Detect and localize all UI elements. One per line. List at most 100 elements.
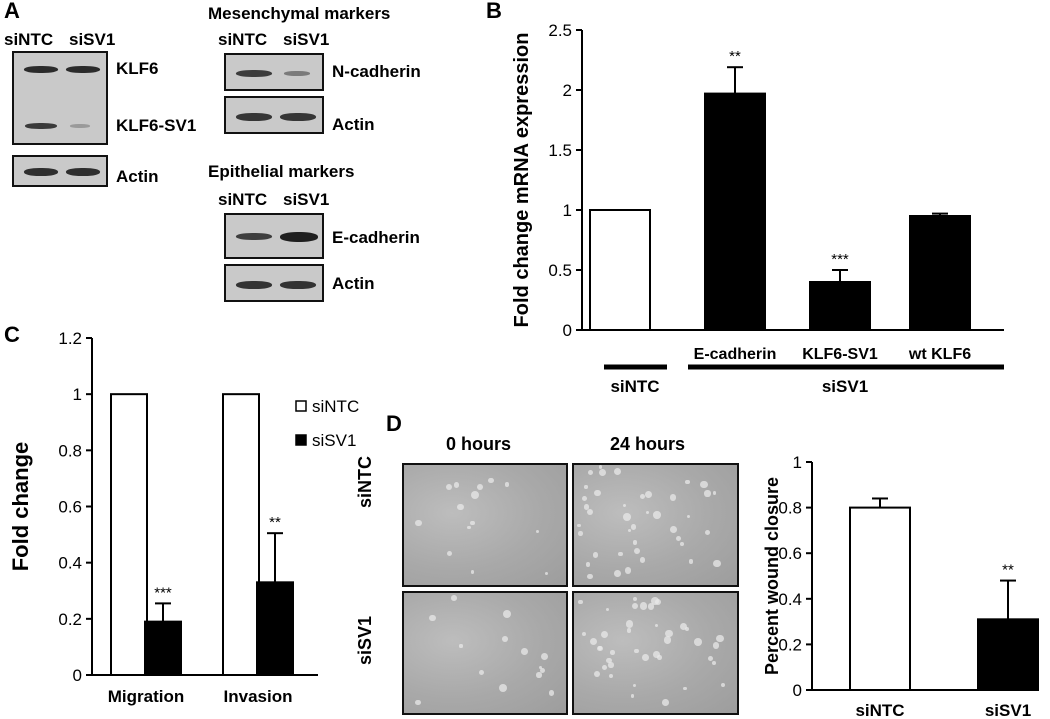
chart-c-significance-sisv1-1: ** <box>269 514 281 531</box>
chart-d-significance-1: ** <box>1002 562 1014 579</box>
cell-spot <box>634 548 641 555</box>
chart-b-ytick-label-1: 0.5 <box>548 261 572 280</box>
cell-spot <box>446 483 453 491</box>
chart-c-bar-sisv1-1 <box>256 581 294 677</box>
cell-spot <box>598 465 603 469</box>
cell-spot <box>415 700 421 706</box>
epithelial-title: Epithelial markers <box>208 162 355 181</box>
cell-spot <box>704 529 711 535</box>
label-e-cadherin: E-cadherin <box>332 228 420 247</box>
cell-spot <box>499 684 508 693</box>
cell-spot <box>592 552 599 558</box>
micrograph-sisv1-24h <box>572 591 739 715</box>
chart-c-ytick-label-4: 0.8 <box>58 441 82 460</box>
blot-header-sintc: siNTC <box>4 30 54 49</box>
cell-spot <box>605 607 609 612</box>
cell-spot <box>653 650 660 658</box>
blot-klf6 <box>12 51 108 145</box>
chart-b-bar-1 <box>704 92 766 331</box>
chart-b-xtick-label-3: wt KLF6 <box>908 346 971 363</box>
panel-letter-c: C <box>4 322 20 347</box>
cell-spot <box>583 504 590 510</box>
chart-c-ytick-label-2: 0.4 <box>58 554 82 573</box>
cell-spot <box>618 551 623 557</box>
cell-spot <box>608 662 614 668</box>
panel-letter-a: A <box>4 0 20 23</box>
cell-spot <box>712 642 720 650</box>
cell-spot <box>502 609 511 618</box>
cell-spot <box>622 513 631 521</box>
cell-spot <box>665 629 674 638</box>
cell-spot <box>712 491 717 495</box>
label-klf6-sv1: KLF6-SV1 <box>116 116 197 135</box>
cell-spot <box>581 631 586 636</box>
cell-spot <box>685 479 690 484</box>
cell-spot <box>594 489 601 496</box>
chart-c-bar-sintc-1 <box>222 393 260 676</box>
cell-spot <box>539 667 546 674</box>
cell-spot <box>470 520 475 525</box>
cell-spot <box>642 653 650 661</box>
blot-actin-1 <box>12 155 108 187</box>
panel-letter-d: D <box>386 411 402 436</box>
chart-c-xtick-label-1: Invasion <box>224 687 293 706</box>
label-n-cadherin: N-cadherin <box>332 62 421 81</box>
chart-c-legend-swatch-0 <box>295 400 307 412</box>
cell-spot <box>626 628 632 633</box>
chart-c-legend-label-0: siNTC <box>312 397 359 416</box>
cell-spot <box>599 469 607 477</box>
cell-spot <box>708 655 714 661</box>
cell-spot <box>655 598 662 605</box>
cell-spot <box>653 511 661 519</box>
micrograph-sintc-0h <box>402 463 568 587</box>
cell-spot <box>577 524 581 528</box>
chart-b-ylabel: Fold change mRNA expression <box>511 33 533 328</box>
label-klf6: KLF6 <box>116 59 159 78</box>
cell-spot <box>720 682 726 688</box>
cell-spot <box>688 559 694 564</box>
cell-spot <box>680 623 688 631</box>
cell-spot <box>625 620 634 628</box>
cell-spot <box>470 490 479 499</box>
chart-c-ytick-label-0: 0 <box>73 666 82 685</box>
cell-spot <box>606 657 613 664</box>
cell-spot <box>632 683 637 688</box>
chart-d-ytick-label-2: 0.4 <box>778 590 802 609</box>
cell-spot <box>639 494 646 500</box>
cell-spot <box>586 509 594 516</box>
cell-spot <box>683 686 687 691</box>
micrograph-sisv1-0h <box>402 591 568 715</box>
cell-spot <box>630 524 636 530</box>
blot-header-sisv1: siSV1 <box>69 30 116 49</box>
cell-spot <box>589 637 598 646</box>
chart-b-group-label-0: siNTC <box>610 377 659 396</box>
cell-spot <box>541 652 549 660</box>
cell-spot <box>657 655 663 661</box>
cell-spot <box>587 470 593 476</box>
cell-spot <box>446 550 452 556</box>
epi-header-sintc: siNTC <box>218 190 268 209</box>
cell-spot <box>680 541 684 546</box>
cell-spot <box>610 650 615 655</box>
cell-spot <box>712 661 716 665</box>
micrograph-sintc-24h <box>572 463 739 587</box>
chart-b-group-label-1: siSV1 <box>822 377 868 396</box>
cell-spot <box>640 602 648 610</box>
cell-spot <box>415 519 422 527</box>
chart-b-xtick-label-1: E-cadherin <box>694 346 777 363</box>
cell-spot <box>669 494 677 502</box>
cell-spot <box>713 559 721 568</box>
chart-b-significance-2: *** <box>831 251 849 268</box>
cell-spot <box>536 672 542 678</box>
row-label-sintc: siNTC <box>355 455 375 508</box>
cell-spot <box>700 481 708 489</box>
label-actin-1: Actin <box>116 167 159 186</box>
cell-spot <box>644 490 652 499</box>
cell-spot <box>684 626 690 631</box>
cell-spot <box>501 636 508 642</box>
cell-spot <box>581 495 588 502</box>
cell-spot <box>600 630 608 638</box>
cell-spot <box>647 603 654 610</box>
cell-spot <box>578 531 583 536</box>
